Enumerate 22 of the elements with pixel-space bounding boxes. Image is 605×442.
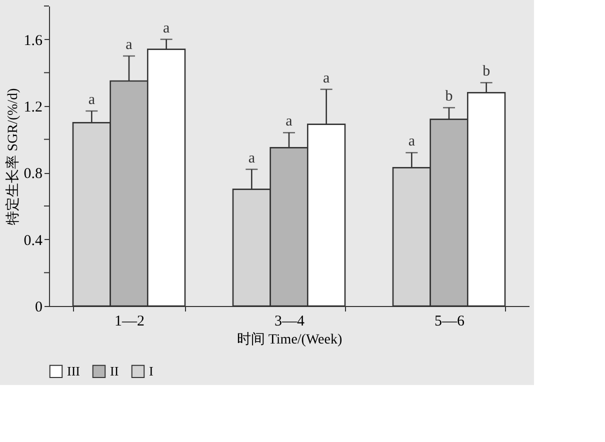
- data-label: a: [126, 37, 133, 53]
- legend-label: I: [149, 363, 154, 378]
- x-tick-label: 5—6: [434, 314, 465, 330]
- data-label: a: [286, 114, 293, 130]
- y-tick-label: 0.4: [24, 232, 43, 249]
- x-tick-label: 3—4: [274, 314, 305, 330]
- legend-label: II: [110, 363, 119, 378]
- y-tick-label: 1.2: [24, 100, 42, 116]
- y-tick-label: 0: [35, 300, 42, 316]
- data-label: b: [482, 64, 490, 80]
- data-label: a: [408, 134, 416, 150]
- y-axis-title: 特定生长率 SGR/(%/d): [4, 88, 21, 225]
- y-tick-label: 0.8: [24, 166, 42, 182]
- data-label: b: [445, 88, 453, 105]
- x-axis-title: 时间 Time/(Week): [236, 332, 342, 348]
- data-label: a: [162, 20, 170, 36]
- x-tick-label: 1—2: [114, 314, 144, 330]
- y-tick-label: 1.6: [24, 32, 43, 49]
- legend-label: III: [67, 363, 80, 378]
- data-label: a: [88, 92, 96, 108]
- data-label: a: [322, 70, 330, 86]
- data-label: a: [248, 150, 256, 166]
